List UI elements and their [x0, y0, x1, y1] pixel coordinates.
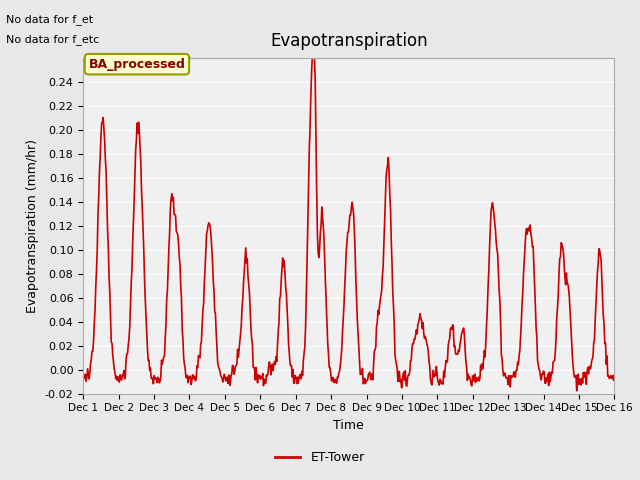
Text: BA_processed: BA_processed: [88, 58, 186, 71]
Text: No data for f_etc: No data for f_etc: [6, 34, 100, 45]
Y-axis label: Evapotranspiration (mm/hr): Evapotranspiration (mm/hr): [26, 139, 39, 312]
X-axis label: Time: Time: [333, 419, 364, 432]
Title: Evapotranspiration: Evapotranspiration: [270, 33, 428, 50]
Legend: ET-Tower: ET-Tower: [270, 446, 370, 469]
Text: No data for f_et: No data for f_et: [6, 14, 93, 25]
